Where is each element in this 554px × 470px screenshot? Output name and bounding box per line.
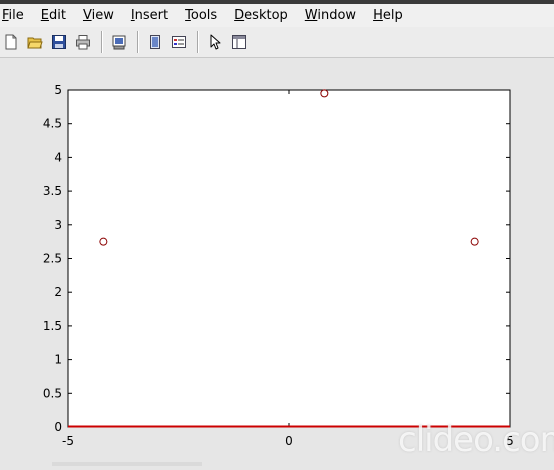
menu-view[interactable]: View — [82, 8, 114, 23]
data-point-marker — [470, 237, 479, 246]
status-strip — [52, 462, 202, 466]
axes-background — [67, 89, 511, 428]
figure-toolbar — [0, 27, 554, 58]
menu-window[interactable]: Window — [304, 8, 357, 23]
insert-legend-icon[interactable] — [168, 31, 190, 53]
menu-edit[interactable]: Edit — [40, 8, 66, 23]
hide-toolbar-icon[interactable] — [144, 31, 166, 53]
menu-tools[interactable]: Tools — [185, 8, 218, 23]
y-tick-label: 0 — [54, 420, 62, 434]
x-tick-label: 0 — [285, 434, 293, 448]
toolbar-separator — [197, 31, 199, 53]
toolbar-separator — [137, 31, 139, 53]
y-tick-label: 2 — [54, 285, 62, 299]
menu-desktop[interactable]: Desktop — [234, 8, 288, 23]
y-tick-label: 0.5 — [43, 386, 62, 400]
watermark-text: clideo.com — [398, 420, 554, 460]
x-tick-label: -5 — [62, 434, 74, 448]
print-preview-icon[interactable] — [108, 31, 130, 53]
toolbar-separator — [101, 31, 103, 53]
y-tick-label: 3.5 — [43, 184, 62, 198]
y-tick-label: 2.5 — [43, 252, 62, 266]
menu-bar: File Edit View Insert Tools Desktop Wind… — [0, 4, 554, 27]
print-icon[interactable] — [72, 31, 94, 53]
menu-help[interactable]: Help — [373, 8, 403, 23]
data-point-marker — [320, 89, 329, 98]
new-figure-icon[interactable] — [0, 31, 22, 53]
edit-plot-arrow-icon[interactable] — [204, 31, 226, 53]
save-icon[interactable] — [48, 31, 70, 53]
open-file-icon[interactable] — [24, 31, 46, 53]
y-tick-label: 3 — [54, 218, 62, 232]
y-tick-label: 1.5 — [43, 319, 62, 333]
data-point-marker — [99, 237, 108, 246]
window-top-edge — [0, 0, 554, 4]
y-tick-label: 4 — [54, 150, 62, 164]
y-tick-label: 1 — [54, 353, 62, 367]
property-editor-icon[interactable] — [228, 31, 250, 53]
y-tick-label: 4.5 — [43, 117, 62, 131]
menu-insert[interactable]: Insert — [130, 8, 169, 23]
menu-file[interactable]: File — [2, 8, 24, 23]
x-tick-label: 5 — [506, 434, 514, 448]
y-tick-label: 5 — [54, 83, 62, 97]
